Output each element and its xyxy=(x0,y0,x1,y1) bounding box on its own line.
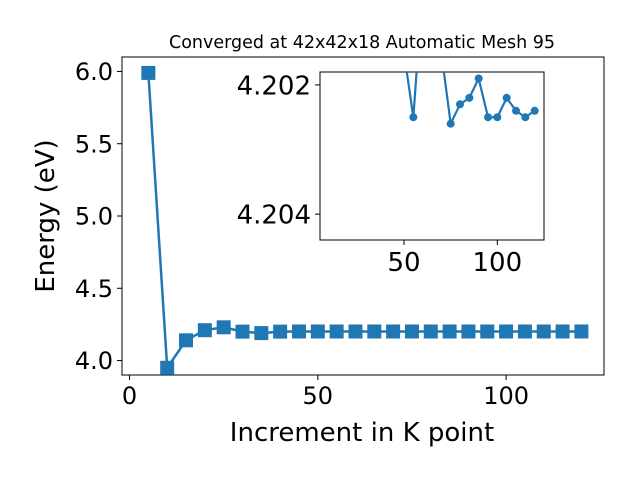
y-axis-label: Energy (eV) xyxy=(31,139,61,292)
data-point xyxy=(310,324,325,339)
data-point xyxy=(574,324,589,339)
inset-axis-ticks: 50 100 4.202 4.204 xyxy=(237,71,523,278)
main-series xyxy=(141,65,589,375)
x-axis-label: Increment in K point xyxy=(230,418,494,448)
data-point xyxy=(499,324,514,339)
data-point xyxy=(216,320,231,335)
data-point xyxy=(536,324,551,339)
data-point xyxy=(502,93,511,102)
data-point xyxy=(442,324,457,339)
y-tick-label: 4.202 xyxy=(237,71,311,101)
data-point xyxy=(160,360,175,375)
x-tick-label: 100 xyxy=(483,382,529,410)
data-point xyxy=(480,324,495,339)
data-point xyxy=(141,65,156,80)
x-tick-label: 50 xyxy=(387,248,420,278)
data-point xyxy=(329,324,344,339)
data-point xyxy=(446,119,455,128)
data-point xyxy=(423,324,438,339)
y-tick-label: 5.5 xyxy=(75,130,113,158)
y-tick-label: 4.204 xyxy=(237,201,311,231)
data-point xyxy=(456,100,464,109)
data-point xyxy=(409,113,418,122)
data-point xyxy=(404,324,419,339)
data-point xyxy=(235,324,250,339)
data-point xyxy=(386,324,401,339)
data-point xyxy=(493,113,502,122)
inset-plot-frame xyxy=(319,71,545,241)
main-plot: 0 50 100 4.0 4.5 5.0 5.5 6.0 xyxy=(75,56,605,410)
data-point xyxy=(461,324,476,339)
data-point xyxy=(521,113,530,122)
data-point xyxy=(465,93,474,102)
data-point xyxy=(179,333,194,348)
inset-plot: 50 100 4.202 4.204 xyxy=(237,71,545,278)
data-point xyxy=(348,324,363,339)
data-point xyxy=(512,106,520,115)
x-tick-label: 100 xyxy=(473,248,523,278)
data-point xyxy=(254,326,269,341)
y-tick-label: 4.5 xyxy=(75,275,113,303)
chart-title: Converged at 42x42x18 Automatic Mesh 95 xyxy=(169,33,555,53)
data-point xyxy=(474,74,483,83)
y-tick-label: 6.0 xyxy=(75,58,113,86)
data-point xyxy=(517,324,532,339)
inset-series xyxy=(405,72,539,128)
x-tick-label: 50 xyxy=(303,382,334,410)
main-axis-ticks: 0 50 100 4.0 4.5 5.0 5.5 6.0 xyxy=(75,58,529,410)
data-point xyxy=(367,324,382,339)
data-point xyxy=(291,324,306,339)
data-point xyxy=(555,324,570,339)
data-point xyxy=(197,323,212,338)
data-point xyxy=(530,106,539,115)
y-tick-label: 4.0 xyxy=(75,347,113,375)
data-point xyxy=(273,324,288,339)
x-tick-label: 0 xyxy=(122,382,137,410)
data-point xyxy=(484,113,492,122)
y-tick-label: 5.0 xyxy=(75,203,113,231)
